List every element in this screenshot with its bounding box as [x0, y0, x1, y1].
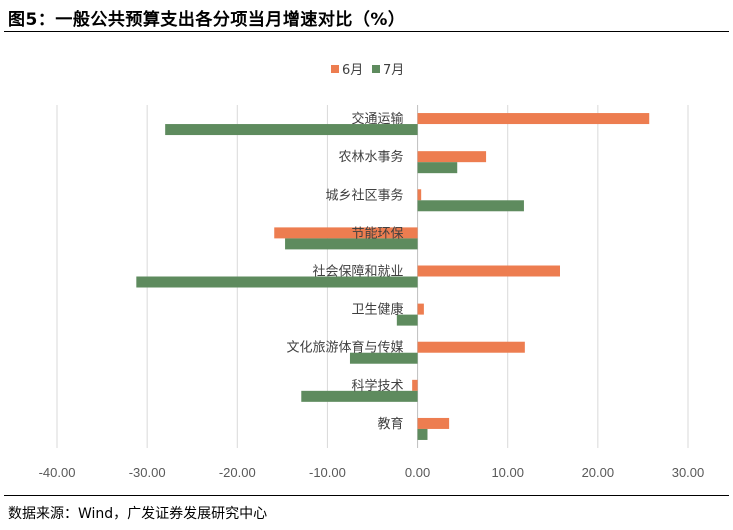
title-rule: [4, 31, 729, 32]
source-rule: [4, 495, 729, 496]
x-tick-labels: -40.00 -30.00 -20.00 -10.00 0.00 10.00 20.00 30…: [39, 465, 705, 480]
bar-jun-8: [417, 417, 450, 429]
bar-jun-1: [417, 151, 487, 163]
source-note: 数据来源：Wind，广发证券发展研究中心: [8, 506, 268, 522]
legend-label: 6月: [342, 63, 363, 78]
bar-jul-7: [301, 390, 418, 402]
category-label: 科学技术: [352, 378, 404, 394]
bar-jun-7: [412, 379, 418, 391]
bars: [136, 113, 650, 440]
bar-jul-2: [417, 200, 524, 212]
category-label: 节能环保: [352, 226, 404, 241]
bar-jun-4: [417, 265, 560, 277]
category-label: 社会保障和就业: [313, 264, 404, 280]
bar-jul-3: [285, 238, 418, 250]
legend-label: 7月: [383, 63, 404, 78]
category-label: 农林水事务: [339, 149, 404, 165]
bar-jul-5: [396, 314, 418, 326]
bar-jul-0: [165, 124, 418, 136]
x-tick-label: -20.00: [219, 465, 256, 480]
x-tick-label: 0.00: [405, 465, 430, 480]
chart-title: 图5：一般公共预算支出各分项当月增速对比（%）: [8, 10, 406, 30]
x-tick-label: -10.00: [309, 465, 346, 480]
legend-swatch: [372, 65, 380, 73]
x-tick-label: -30.00: [129, 465, 166, 480]
bar-jul-6: [349, 352, 418, 364]
category-label: 文化旅游体育与传媒: [287, 340, 404, 356]
bar-jun-2: [417, 189, 422, 201]
bar-chart: 交通运输农林水事务城乡社区事务节能环保社会保障和就业卫生健康文化旅游体育与传媒科…: [39, 63, 705, 480]
category-labels: 交通运输农林水事务城乡社区事务节能环保社会保障和就业卫生健康文化旅游体育与传媒科…: [287, 111, 404, 432]
bar-jul-1: [417, 162, 458, 174]
legend-swatch: [331, 65, 339, 73]
category-label: 交通运输: [352, 111, 404, 127]
bar-jul-4: [136, 276, 418, 288]
x-tick-label: 20.00: [582, 465, 615, 480]
x-tick-label: 30.00: [672, 465, 705, 480]
category-label: 教育: [378, 416, 404, 432]
bar-jul-8: [417, 428, 428, 440]
x-tick-label: 10.00: [491, 465, 524, 480]
x-tick-label: -40.00: [39, 465, 76, 480]
category-label: 城乡社区事务: [326, 187, 404, 203]
bar-jun-0: [417, 113, 650, 125]
bar-jun-3: [274, 227, 418, 239]
legend: 6月 7月: [331, 63, 404, 78]
category-label: 卫生健康: [352, 302, 404, 318]
bar-jun-6: [417, 341, 525, 353]
bar-jun-5: [417, 303, 424, 315]
